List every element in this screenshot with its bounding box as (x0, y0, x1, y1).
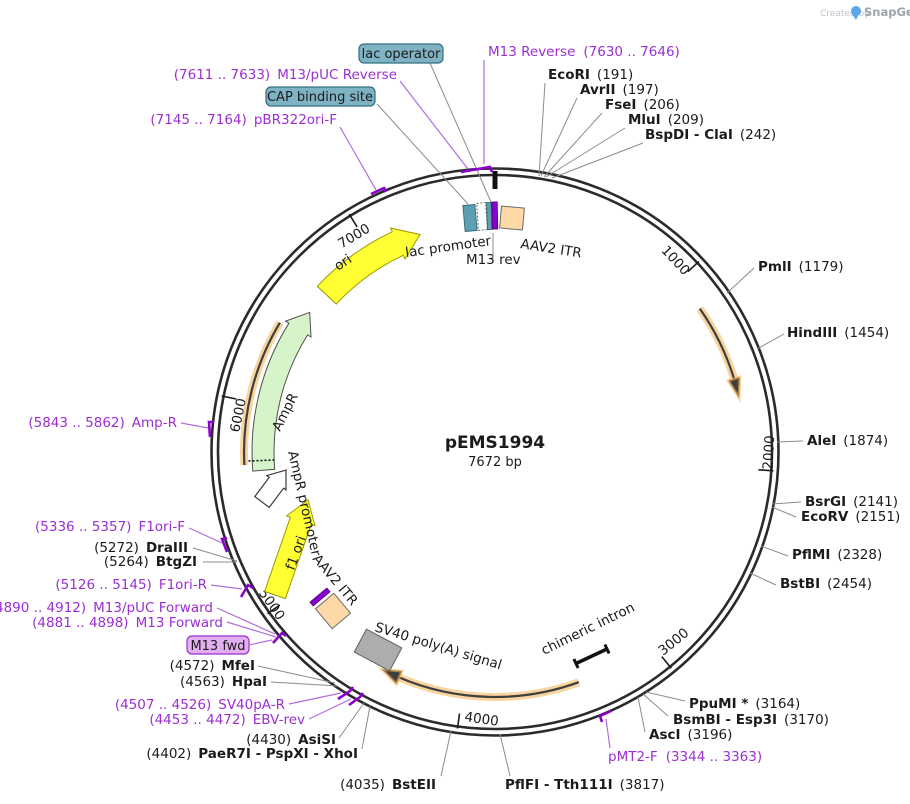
enzyme-labels-left: (4035) BstEII (4402) PaeR7I - PspXI - XhoI… (94, 540, 436, 793)
primer-pbr322ori-f[interactable]: (7145 .. 7164) pBR322ori-F (150, 112, 337, 128)
m13-rev-primer-feature[interactable] (491, 201, 499, 230)
primer-mark-m13-reverse[interactable] (460, 165, 494, 174)
plasmid-title: pEMS1994 7672 bp (445, 433, 545, 470)
feature-slivers-bottom (309, 587, 403, 672)
primer-mark-m13-forward[interactable] (272, 631, 287, 644)
site-alei[interactable]: AleI (1874) (807, 433, 888, 449)
feature-chimeric-intron[interactable] (572, 643, 611, 669)
aav2-itr-bottom-feature[interactable] (314, 592, 352, 630)
primer-m13-puc-forward[interactable]: (4890 .. 4912)M13/pUC Forward (0, 600, 213, 616)
site-bsmbi-esp3i[interactable]: BsmBI - Esp3I (3170) (673, 712, 829, 728)
primer-mark-ebv-rev[interactable] (348, 692, 365, 707)
created-by-text: Created by (820, 9, 870, 19)
site-mfei[interactable]: (4572) MfeI (170, 658, 255, 674)
primer-marks (207, 165, 612, 723)
primer-m13-puc-reverse[interactable]: (7611 .. 7633) M13/pUC Reverse (174, 67, 397, 83)
m13-fwd-box-label[interactable]: M13 fwd (190, 639, 245, 654)
aav2-itr-top-label[interactable]: AAV2 ITR (519, 236, 582, 261)
primer-m13-forward[interactable]: (4881 .. 4898) M13 Forward (32, 615, 223, 631)
primer-mark-f1ori-r[interactable] (239, 583, 254, 598)
feature-slivers-top (462, 201, 525, 232)
feature-f1-ori[interactable] (263, 499, 316, 600)
lac-operator-box[interactable] (358, 43, 444, 64)
site-ppumi[interactable]: PpuMI * (3164) (689, 696, 800, 712)
cap-binding-site-feature[interactable] (462, 204, 478, 232)
site-fsei[interactable]: FseI (206) (605, 97, 680, 113)
orf-arrow-right (696, 306, 742, 403)
site-bspdi-clai[interactable]: BspDI - ClaI (242) (645, 127, 776, 143)
site-asci[interactable]: AscI (3196) (649, 727, 732, 743)
tick-label-1000: 1000 (658, 243, 693, 279)
aav2-itr-top-feature[interactable] (499, 205, 525, 231)
site-hpai[interactable]: (4563) HpaI (180, 674, 267, 690)
primer-ebv-rev[interactable]: (4453 .. 4472) EBV-rev (149, 712, 305, 728)
chimeric-intron-label[interactable]: chimeric intron (539, 600, 638, 659)
site-ecorv[interactable]: EcoRV (2151) (801, 509, 900, 525)
primer-amp-r[interactable]: (5843 .. 5862) Amp-R (28, 415, 177, 431)
snapgene-logo-icon (851, 6, 861, 20)
primer-mark-sv40pa-r[interactable] (337, 686, 355, 701)
orf-arrow-ampr (240, 320, 284, 466)
lac-operator-box-label[interactable]: lac operator (362, 47, 441, 62)
site-btgzi[interactable]: (5264) BtgZI (104, 554, 197, 570)
cap-binding-site-box[interactable] (265, 86, 376, 107)
origin-tick (492, 171, 498, 189)
site-paer7i-pspxi-xhoi[interactable]: (4402) PaeR7I - PspXI - XhoI (146, 746, 358, 762)
primer-mark-f1ori-f[interactable] (220, 536, 229, 553)
primer-mark-pmt2-f[interactable] (598, 709, 612, 723)
site-bsrgi[interactable]: BsrGI (2141) (805, 494, 898, 510)
site-ecori[interactable]: EcoRI (191) (548, 67, 633, 83)
primer-mark-pbr322ori-f[interactable] (370, 186, 388, 196)
boxed-labels: lac operator CAP binding site M13 fwd (186, 43, 444, 655)
primer-pmt2-f[interactable]: pMT2-F (3344 .. 3363) (608, 749, 762, 765)
m13-fwd-primer-feature[interactable] (309, 587, 331, 607)
tick-label-3000: 3000 (655, 625, 692, 659)
site-hindiii[interactable]: HindIII (1454) (787, 325, 889, 341)
enzyme-labels-right: EcoRI (191) AvrII (197) FseI (206) MluI (209… (505, 67, 900, 793)
feature-ampr-promoter[interactable] (253, 469, 287, 509)
cap-binding-site-box-label[interactable]: CAP binding site (267, 90, 373, 105)
feature-ori[interactable] (316, 227, 421, 305)
tick-label-4000: 4000 (463, 709, 499, 730)
primer-labels: (7611 .. 7633) M13/pUC Reverse M13 Revers… (0, 44, 762, 765)
leader-lines (192, 62, 804, 777)
plasmid-size: 7672 bp (468, 455, 522, 470)
site-draiii[interactable]: (5272) DraIII (94, 540, 188, 556)
lac-operator-feature[interactable] (486, 201, 493, 231)
plasmid-name: pEMS1994 (445, 433, 545, 453)
lac-promoter-feature[interactable] (476, 202, 488, 231)
primer-mark-amp-r[interactable] (207, 420, 214, 438)
ampr-signal-boundary (248, 459, 275, 462)
snapgene-watermark: Created by SnapGene (820, 5, 910, 20)
feature-ampr[interactable] (248, 311, 312, 472)
primer-sv40pa-r[interactable]: (4507 .. 4526) SV40pA-R (115, 697, 285, 713)
sv40-polya-feature[interactable] (353, 628, 403, 672)
primer-m13-reverse[interactable]: M13 Reverse (7630 .. 7646) (488, 44, 680, 60)
site-bstbi[interactable]: BstBI (2454) (780, 576, 872, 592)
site-pflfi-tth111i[interactable]: PflFI - Tth111I (3817) (505, 777, 665, 793)
primer-f1ori-r[interactable]: (5126 .. 5145) F1ori-R (55, 577, 207, 593)
scale-ticks (221, 171, 774, 729)
tick-label-2000: 2000 (760, 435, 778, 470)
site-pmli[interactable]: PmlI (1179) (758, 259, 844, 275)
site-pflmi[interactable]: PflMI (2328) (792, 547, 882, 563)
primer-f1ori-f[interactable]: (5336 .. 5357) F1ori-F (35, 519, 185, 535)
primer-leaders (180, 60, 611, 749)
m13-rev-label[interactable]: M13 rev (466, 252, 521, 268)
snapgene-brand-text: SnapGene (864, 5, 910, 19)
orf-arrow-bottom (377, 667, 581, 701)
site-asisi[interactable]: (4430) AsiSI (246, 732, 336, 748)
site-avrii[interactable]: AvrII (197) (580, 82, 659, 98)
site-mlui[interactable]: MluI (209) (628, 112, 704, 128)
site-bsteii[interactable]: (4035) BstEII (340, 777, 436, 793)
